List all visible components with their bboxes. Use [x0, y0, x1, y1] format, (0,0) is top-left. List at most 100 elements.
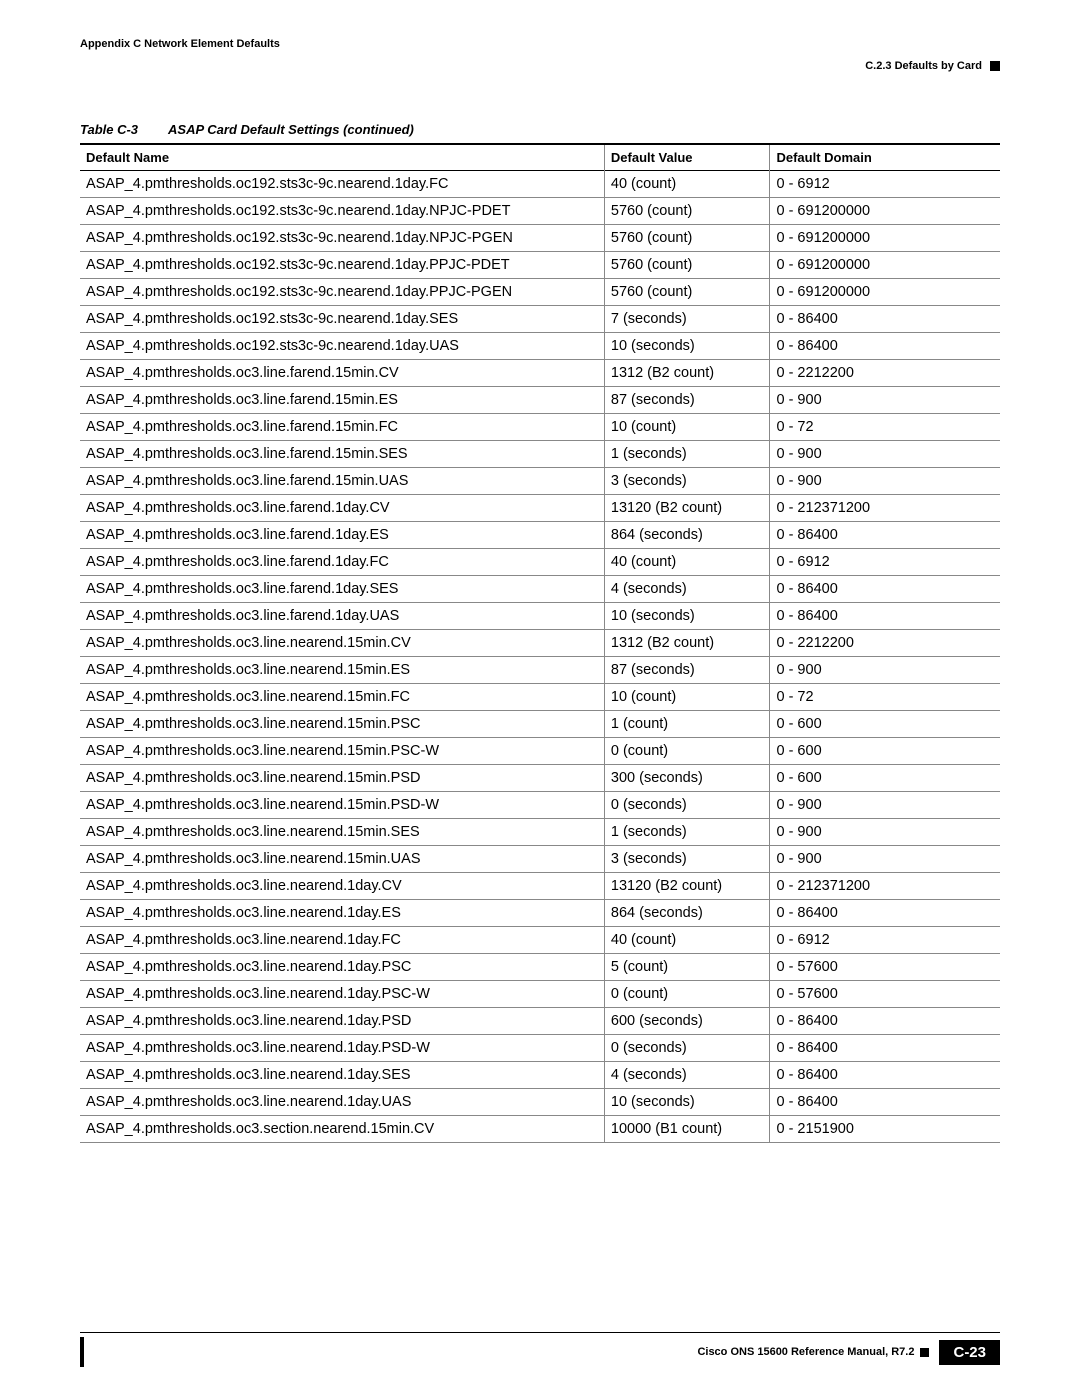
- cell-value: 5760 (count): [604, 225, 770, 252]
- cell-name: ASAP_4.pmthresholds.oc3.line.farend.15mi…: [80, 387, 604, 414]
- cell-name: ASAP_4.pmthresholds.oc3.line.farend.1day…: [80, 549, 604, 576]
- table-row: ASAP_4.pmthresholds.oc3.line.nearend.15m…: [80, 657, 1000, 684]
- cell-value: 10 (count): [604, 684, 770, 711]
- cell-name: ASAP_4.pmthresholds.oc3.line.farend.1day…: [80, 495, 604, 522]
- footer-right: Cisco ONS 15600 Reference Manual, R7.2 C…: [697, 1340, 1000, 1365]
- table-row: ASAP_4.pmthresholds.oc3.section.nearend.…: [80, 1116, 1000, 1143]
- cell-value: 3 (seconds): [604, 846, 770, 873]
- cell-value: 1312 (B2 count): [604, 360, 770, 387]
- cell-domain: 0 - 600: [770, 738, 1000, 765]
- cell-value: 0 (seconds): [604, 792, 770, 819]
- cell-value: 600 (seconds): [604, 1008, 770, 1035]
- table-row: ASAP_4.pmthresholds.oc3.line.farend.15mi…: [80, 468, 1000, 495]
- table-row: ASAP_4.pmthresholds.oc3.line.nearend.15m…: [80, 684, 1000, 711]
- table-row: ASAP_4.pmthresholds.oc3.line.farend.1day…: [80, 603, 1000, 630]
- table-row: ASAP_4.pmthresholds.oc3.line.nearend.1da…: [80, 900, 1000, 927]
- cell-value: 87 (seconds): [604, 387, 770, 414]
- cell-domain: 0 - 86400: [770, 306, 1000, 333]
- cell-value: 10 (seconds): [604, 603, 770, 630]
- cell-value: 0 (seconds): [604, 1035, 770, 1062]
- cell-domain: 0 - 86400: [770, 603, 1000, 630]
- page-footer: Cisco ONS 15600 Reference Manual, R7.2 C…: [80, 1332, 1000, 1367]
- table-row: ASAP_4.pmthresholds.oc3.line.nearend.15m…: [80, 765, 1000, 792]
- table-row: ASAP_4.pmthresholds.oc3.line.farend.1day…: [80, 576, 1000, 603]
- cell-value: 864 (seconds): [604, 522, 770, 549]
- page-number: C-23: [939, 1340, 1000, 1365]
- col-header-domain: Default Domain: [770, 144, 1000, 171]
- cell-value: 4 (seconds): [604, 576, 770, 603]
- cell-domain: 0 - 900: [770, 468, 1000, 495]
- cell-value: 1 (count): [604, 711, 770, 738]
- cell-value: 40 (count): [604, 927, 770, 954]
- cell-value: 300 (seconds): [604, 765, 770, 792]
- table-row: ASAP_4.pmthresholds.oc3.line.nearend.1da…: [80, 1035, 1000, 1062]
- cell-value: 864 (seconds): [604, 900, 770, 927]
- table-row: ASAP_4.pmthresholds.oc3.line.farend.1day…: [80, 495, 1000, 522]
- cell-value: 87 (seconds): [604, 657, 770, 684]
- cell-name: ASAP_4.pmthresholds.oc192.sts3c-9c.neare…: [80, 279, 604, 306]
- table-row: ASAP_4.pmthresholds.oc192.sts3c-9c.neare…: [80, 225, 1000, 252]
- cell-value: 1 (seconds): [604, 441, 770, 468]
- table-row: ASAP_4.pmthresholds.oc192.sts3c-9c.neare…: [80, 279, 1000, 306]
- cell-name: ASAP_4.pmthresholds.oc192.sts3c-9c.neare…: [80, 225, 604, 252]
- table-row: ASAP_4.pmthresholds.oc3.line.nearend.15m…: [80, 819, 1000, 846]
- cell-name: ASAP_4.pmthresholds.oc3.line.nearend.15m…: [80, 792, 604, 819]
- table-row: ASAP_4.pmthresholds.oc3.line.nearend.1da…: [80, 954, 1000, 981]
- cell-value: 5760 (count): [604, 252, 770, 279]
- cell-value: 10 (seconds): [604, 1089, 770, 1116]
- cell-domain: 0 - 6912: [770, 171, 1000, 198]
- cell-value: 13120 (B2 count): [604, 495, 770, 522]
- cell-name: ASAP_4.pmthresholds.oc3.line.farend.15mi…: [80, 360, 604, 387]
- cell-domain: 0 - 6912: [770, 927, 1000, 954]
- cell-domain: 0 - 691200000: [770, 279, 1000, 306]
- decorative-square-icon: [990, 61, 1000, 71]
- cell-name: ASAP_4.pmthresholds.oc3.line.farend.1day…: [80, 603, 604, 630]
- cell-value: 10 (count): [604, 414, 770, 441]
- page-header: Appendix C Network Element Defaults C.2.…: [80, 38, 1000, 72]
- cell-name: ASAP_4.pmthresholds.oc192.sts3c-9c.neare…: [80, 306, 604, 333]
- cell-domain: 0 - 86400: [770, 1008, 1000, 1035]
- table-row: ASAP_4.pmthresholds.oc192.sts3c-9c.neare…: [80, 333, 1000, 360]
- table-row: ASAP_4.pmthresholds.oc3.line.farend.1day…: [80, 549, 1000, 576]
- cell-value: 5760 (count): [604, 198, 770, 225]
- cell-domain: 0 - 2212200: [770, 360, 1000, 387]
- cell-domain: 0 - 86400: [770, 522, 1000, 549]
- cell-value: 7 (seconds): [604, 306, 770, 333]
- cell-domain: 0 - 600: [770, 711, 1000, 738]
- cell-domain: 0 - 212371200: [770, 873, 1000, 900]
- cell-name: ASAP_4.pmthresholds.oc3.line.farend.1day…: [80, 522, 604, 549]
- cell-domain: 0 - 900: [770, 441, 1000, 468]
- cell-name: ASAP_4.pmthresholds.oc3.line.farend.15mi…: [80, 414, 604, 441]
- cell-value: 5760 (count): [604, 279, 770, 306]
- cell-value: 1312 (B2 count): [604, 630, 770, 657]
- cell-name: ASAP_4.pmthresholds.oc3.line.nearend.1da…: [80, 873, 604, 900]
- cell-name: ASAP_4.pmthresholds.oc3.line.nearend.15m…: [80, 684, 604, 711]
- cell-name: ASAP_4.pmthresholds.oc3.line.nearend.1da…: [80, 981, 604, 1008]
- table-row: ASAP_4.pmthresholds.oc3.line.farend.15mi…: [80, 414, 1000, 441]
- cell-name: ASAP_4.pmthresholds.oc3.line.nearend.1da…: [80, 1062, 604, 1089]
- cell-name: ASAP_4.pmthresholds.oc3.line.nearend.1da…: [80, 1035, 604, 1062]
- cell-domain: 0 - 900: [770, 819, 1000, 846]
- table-header-row: Default Name Default Value Default Domai…: [80, 144, 1000, 171]
- cell-name: ASAP_4.pmthresholds.oc3.line.nearend.1da…: [80, 900, 604, 927]
- cell-value: 10 (seconds): [604, 333, 770, 360]
- table-row: ASAP_4.pmthresholds.oc3.line.farend.1day…: [80, 522, 1000, 549]
- footer-manual: Cisco ONS 15600 Reference Manual, R7.2: [697, 1346, 914, 1358]
- table-row: ASAP_4.pmthresholds.oc3.line.farend.15mi…: [80, 441, 1000, 468]
- footer-left-bar: [80, 1337, 84, 1367]
- cell-domain: 0 - 2212200: [770, 630, 1000, 657]
- cell-domain: 0 - 86400: [770, 900, 1000, 927]
- table-row: ASAP_4.pmthresholds.oc3.line.nearend.15m…: [80, 846, 1000, 873]
- cell-value: 0 (count): [604, 738, 770, 765]
- cell-name: ASAP_4.pmthresholds.oc3.line.nearend.15m…: [80, 657, 604, 684]
- cell-name: ASAP_4.pmthresholds.oc192.sts3c-9c.neare…: [80, 198, 604, 225]
- cell-value: 40 (count): [604, 549, 770, 576]
- table-row: ASAP_4.pmthresholds.oc3.line.nearend.1da…: [80, 1008, 1000, 1035]
- col-header-name: Default Name: [80, 144, 604, 171]
- cell-domain: 0 - 2151900: [770, 1116, 1000, 1143]
- cell-name: ASAP_4.pmthresholds.oc3.line.farend.15mi…: [80, 441, 604, 468]
- table-row: ASAP_4.pmthresholds.oc3.line.nearend.1da…: [80, 873, 1000, 900]
- table-row: ASAP_4.pmthresholds.oc192.sts3c-9c.neare…: [80, 198, 1000, 225]
- footer-rule: [80, 1332, 1000, 1333]
- table-row: ASAP_4.pmthresholds.oc3.line.nearend.15m…: [80, 711, 1000, 738]
